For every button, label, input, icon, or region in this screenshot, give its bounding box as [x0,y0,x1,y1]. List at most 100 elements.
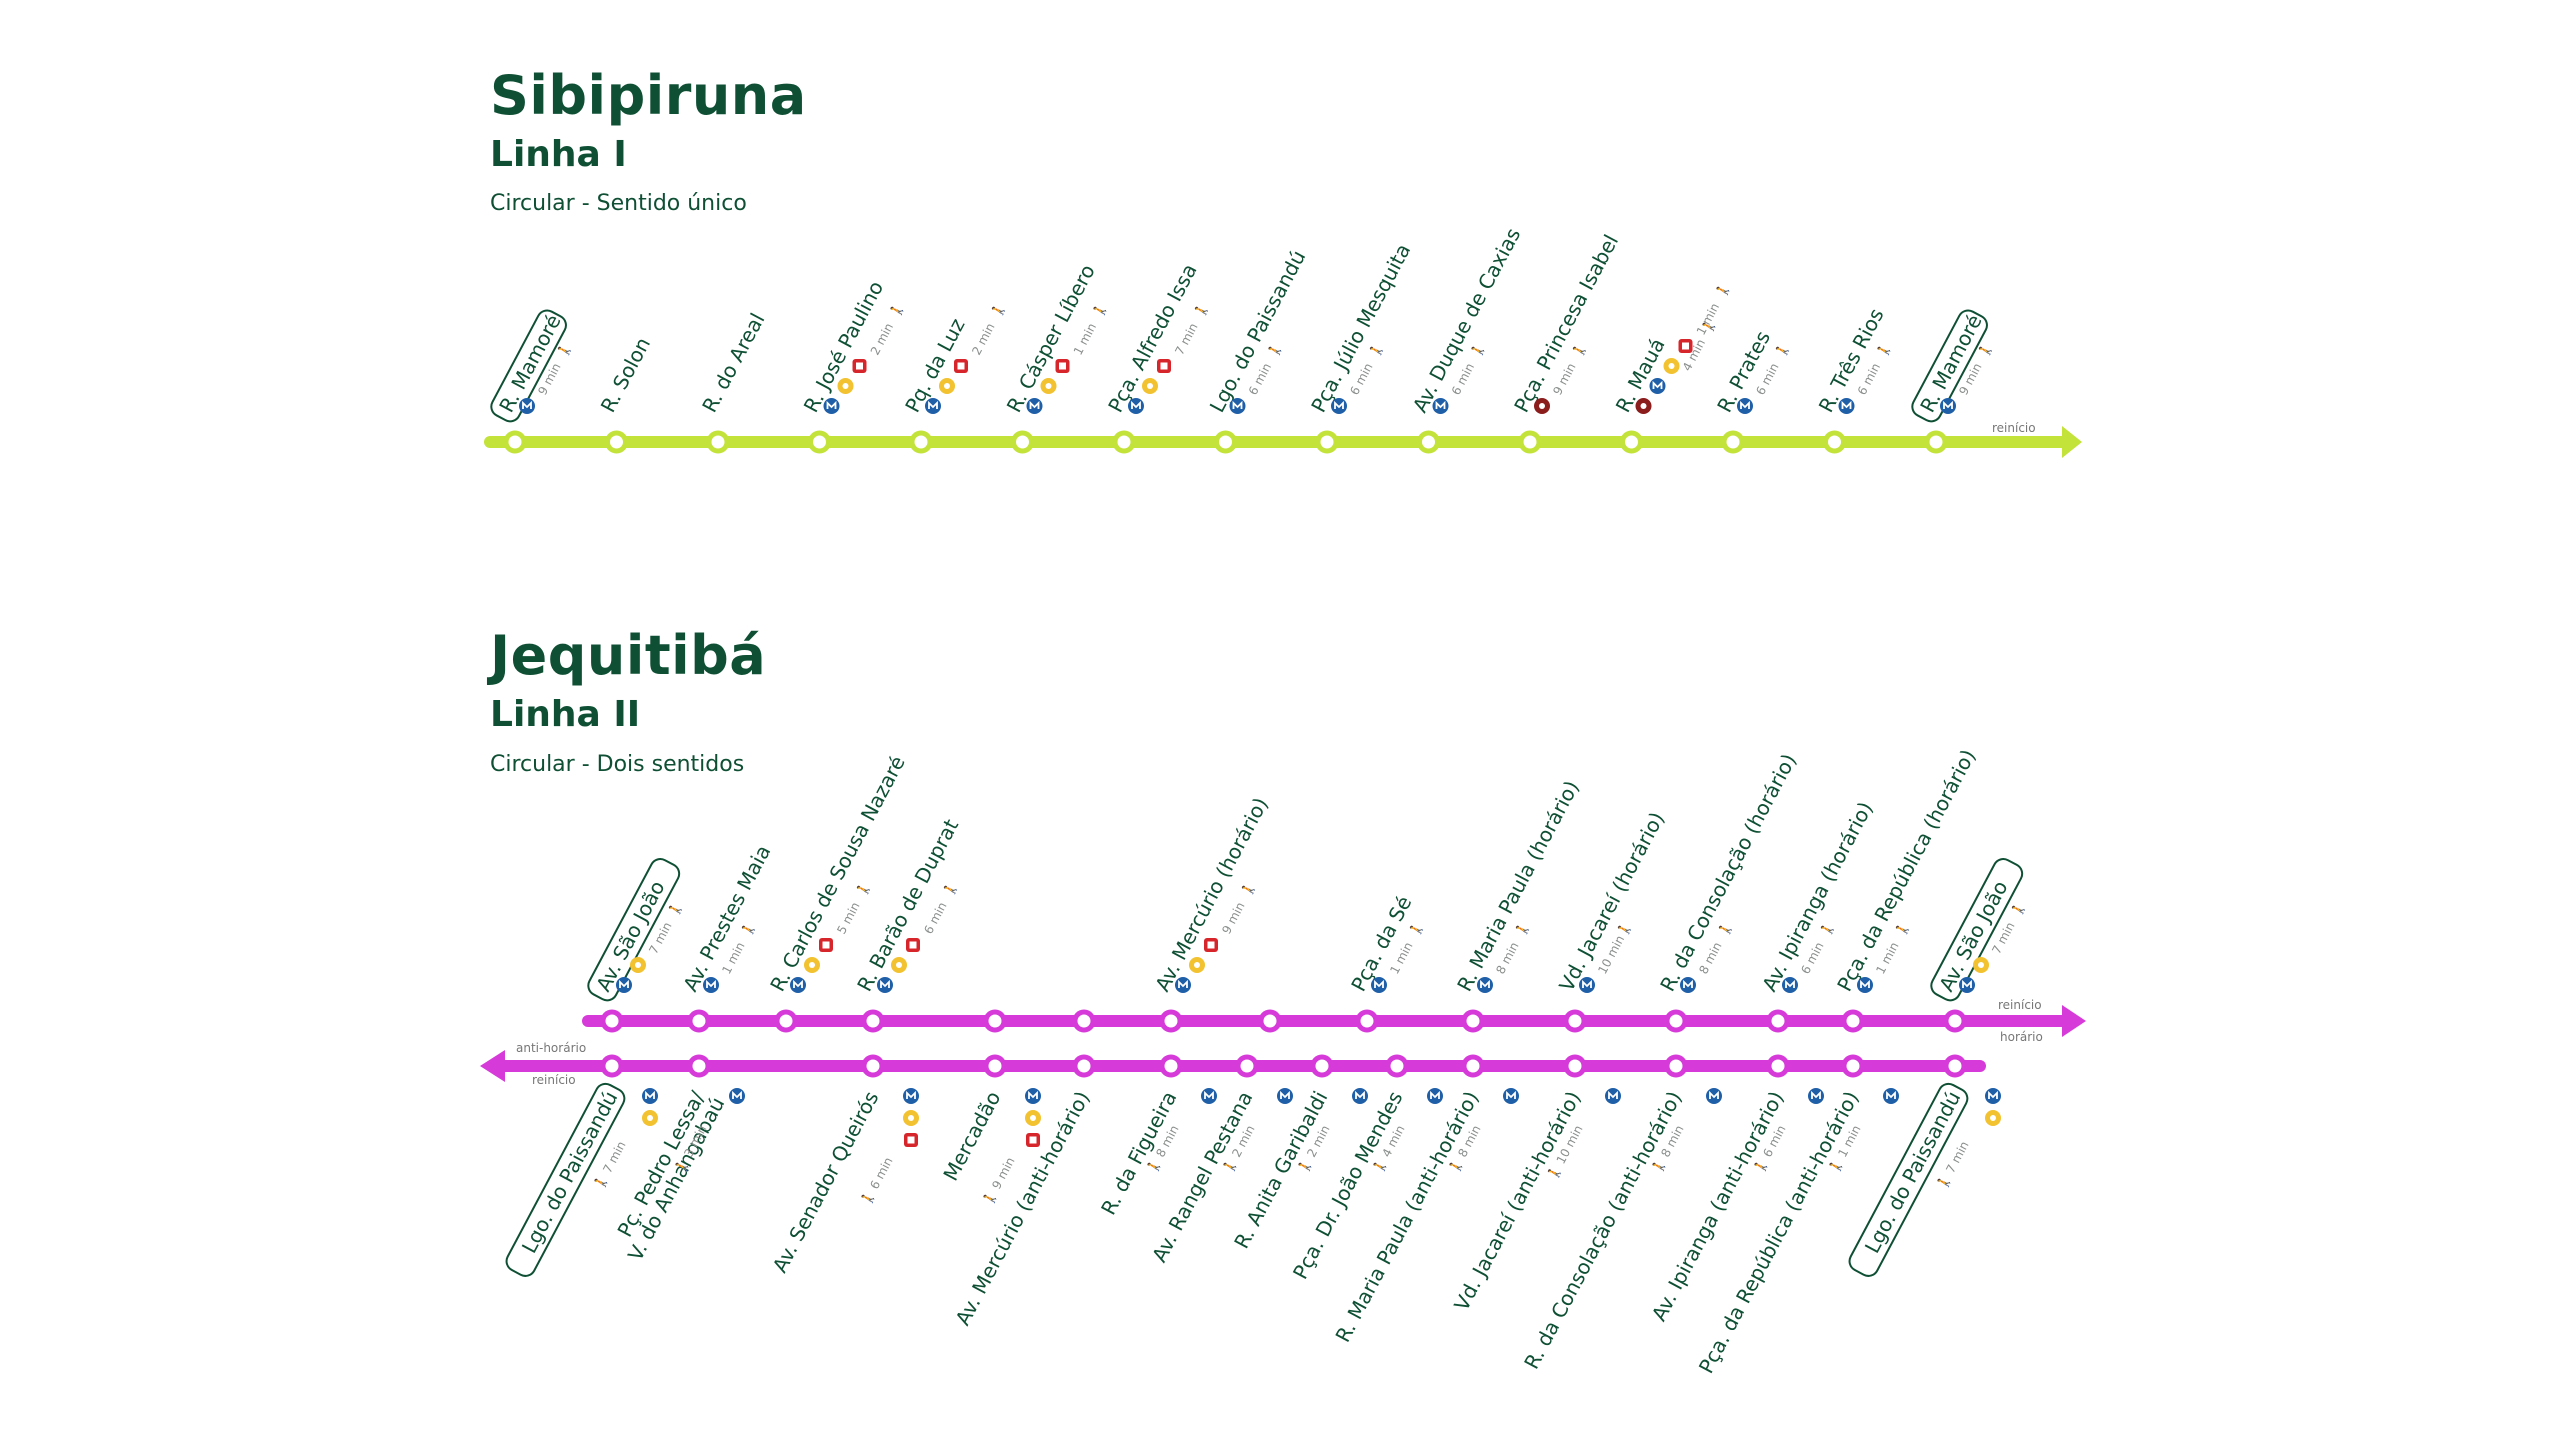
metro-icon-glyph [1608,1090,1618,1099]
station[interactable]: Pç. Pedro Lessa/V. do Anhangabaú🚶 3 min [612,1054,745,1265]
station-stop[interactable] [1563,1009,1587,1033]
bus-icon [1142,378,1158,394]
station-label: Av. Duque de Caxias [1408,224,1526,417]
station[interactable]: R. Maria Paula (horário)8 min🚶 [1452,777,1584,1033]
metro-icon [1229,398,1246,414]
station[interactable]: R. Solon [596,333,655,454]
station-stop[interactable] [600,1009,624,1033]
train-icon [852,359,867,373]
bus-icon-dot [1030,1115,1036,1121]
station-stop[interactable] [1766,1054,1790,1078]
metro-icon [1175,977,1191,993]
station-stop[interactable] [1823,430,1846,454]
line-2-arrow-left-icon [480,1050,505,1082]
metro-icon-glyph [1374,979,1384,988]
station-stop[interactable] [687,1054,711,1078]
walk-icon: 🚶 [941,880,960,900]
station-stop[interactable] [503,430,527,454]
station-stop[interactable] [1721,430,1745,454]
station-stop[interactable] [1214,430,1237,454]
station-stop[interactable] [1258,1009,1282,1033]
station-stop[interactable] [1766,1009,1790,1033]
bus-icon [1663,358,1680,374]
train-icon [1026,1133,1040,1147]
station[interactable]: Av. Mercúrio (horário)9 min🚶 [1150,793,1273,1033]
station-stop[interactable] [1620,430,1643,454]
station-stop[interactable] [1518,430,1542,454]
station[interactable] [983,1009,1007,1033]
station-stop[interactable] [1924,430,1948,454]
station-stop[interactable] [1385,1054,1409,1078]
station-stop[interactable] [1011,430,1034,454]
walk-time-text: 6 min [921,900,949,937]
station[interactable]: R. Anita Garibaldi🚶 2 min [1229,1054,1368,1252]
station-stop[interactable] [1235,1054,1259,1078]
stop-icon [1534,398,1550,414]
station-stop[interactable] [600,1054,624,1078]
station-stop[interactable] [1072,1054,1096,1078]
station[interactable] [1258,1009,1282,1033]
station-stop[interactable] [1159,1009,1183,1033]
station-stop[interactable] [861,1009,885,1033]
station-stop[interactable] [1461,1054,1485,1078]
walk-time-text: 7 min [646,920,674,957]
station[interactable] [1072,1009,1096,1033]
station[interactable]: Av. Ipiranga (horário)6 min🚶 [1757,798,1878,1033]
station-stop[interactable] [1315,430,1339,454]
station-stop[interactable] [1563,1054,1587,1078]
station-stop[interactable] [1664,1054,1688,1078]
station-stop[interactable] [687,1009,711,1033]
station-stop[interactable] [1841,1009,1865,1033]
station-stop[interactable] [1943,1054,1967,1078]
station-stop[interactable] [1417,430,1440,454]
station-stop[interactable] [1943,1009,1967,1033]
metro-icon-glyph [1811,1090,1821,1099]
station-label-group: Av. Mercúrio (horário) [1150,793,1273,995]
station[interactable]: Av. Mercúrio (anti-horário) [950,1054,1096,1329]
walk-icon: 🚶 [1875,341,1894,361]
station-stop[interactable] [808,430,831,454]
station-stop[interactable] [1112,430,1136,454]
metro-icon [1331,398,1347,414]
station[interactable]: Pça. da Sé1 min🚶 [1346,892,1426,1033]
station-stop[interactable] [605,430,628,454]
station-stop[interactable] [706,430,730,454]
station[interactable]: Lgo. do Paissandú🚶 7 min [1846,1054,2001,1279]
station-stop[interactable] [983,1054,1007,1078]
metro-icon-glyph [1430,1090,1440,1099]
walk-time: 2 min🚶 [969,301,1008,358]
station[interactable]: R. do Areal [697,309,769,454]
station-stop[interactable] [1159,1054,1183,1078]
station-stop[interactable] [861,1054,885,1078]
walk-icon: 🚶 [1266,341,1285,361]
metro-icon-glyph [522,400,532,409]
station-stop[interactable] [909,430,933,454]
station[interactable]: Pq. da Luz 2 min🚶 [900,301,1008,454]
station[interactable]: Av. Senador Queirós🚶 6 min [768,1054,919,1276]
station-stop[interactable] [1310,1054,1334,1078]
station-stop[interactable] [1355,1009,1379,1033]
station-stop[interactable] [1664,1009,1688,1033]
station-stop[interactable] [1841,1054,1865,1078]
station-stop[interactable] [774,1009,798,1033]
station[interactable]: R. da Consolação (anti-horário)🚶 8 min [1519,1054,1722,1373]
station-stop[interactable] [983,1009,1007,1033]
station-stop[interactable] [1461,1009,1485,1033]
station-stop[interactable] [1072,1009,1096,1033]
station[interactable]: Vd. Jacareí (horário)10 min🚶 [1554,808,1669,1033]
